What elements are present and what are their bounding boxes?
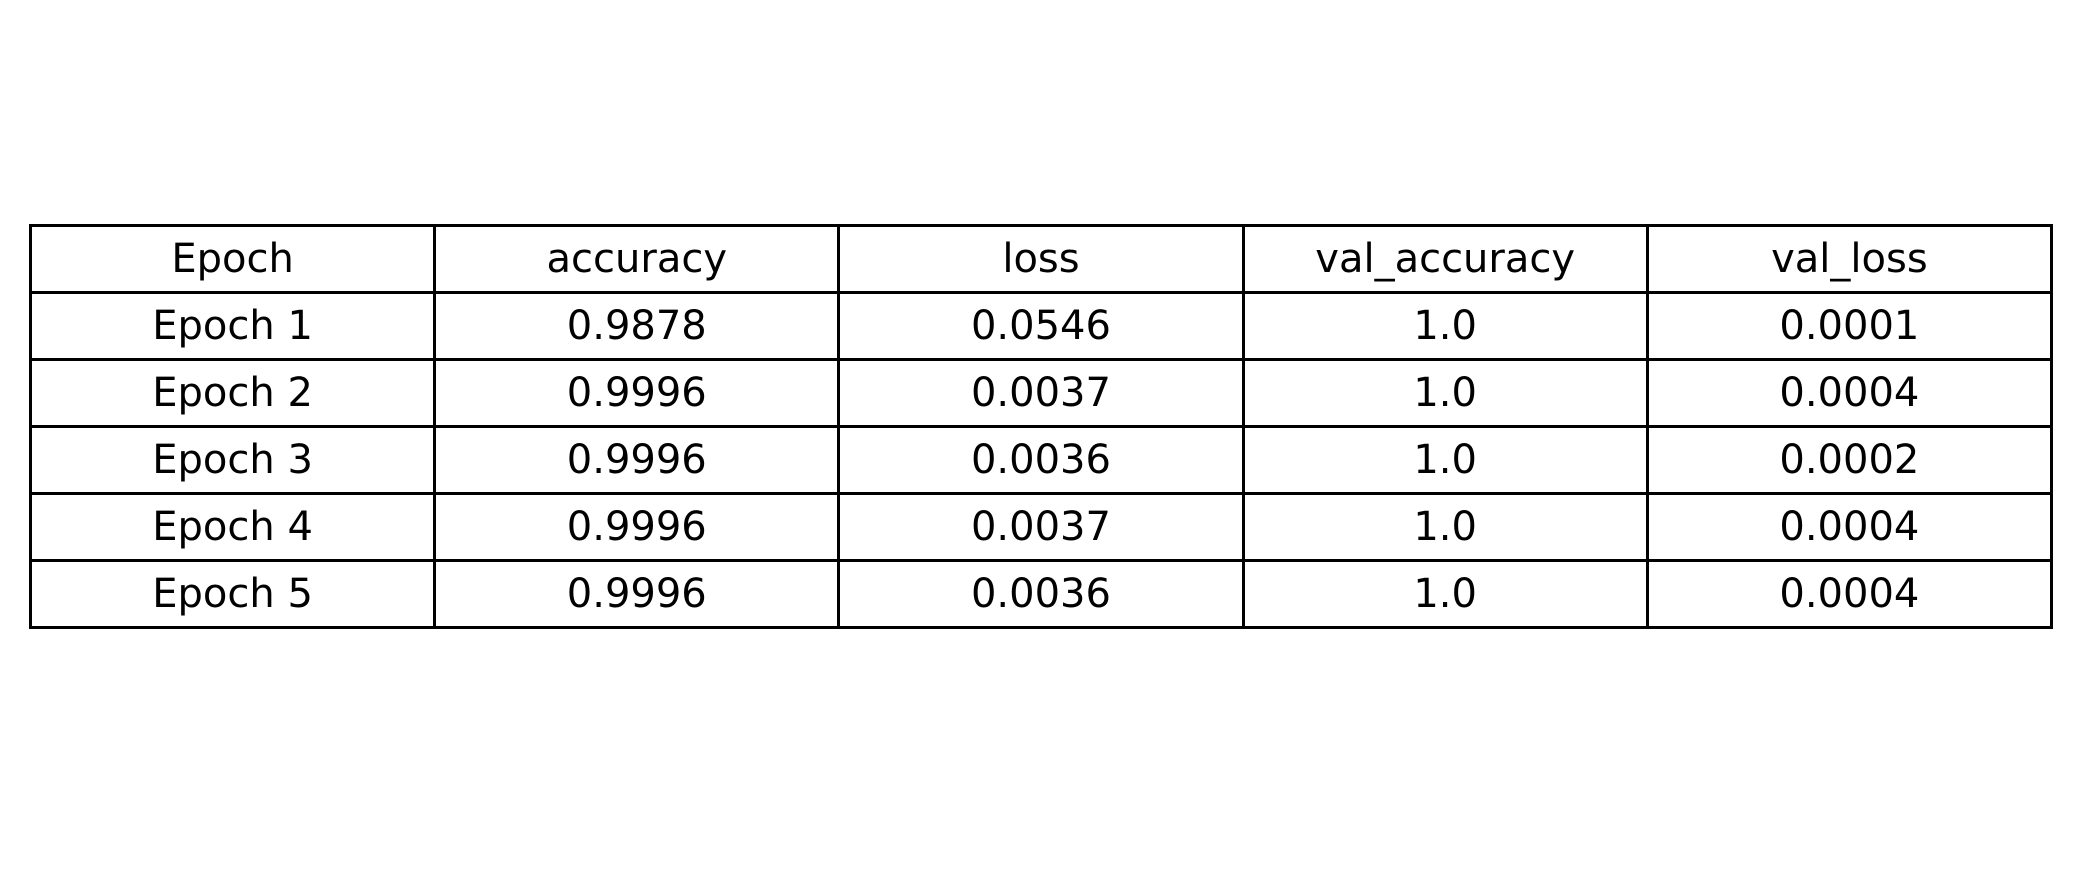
cell-val-accuracy: 1.0: [1241, 559, 1649, 629]
cell-loss: 0.0546: [837, 291, 1245, 361]
cell-val-accuracy: 1.0: [1241, 425, 1649, 495]
cell-accuracy: 0.9996: [433, 492, 841, 562]
header-cell-epoch: Epoch: [28, 224, 437, 294]
header-cell-val-loss: val_loss: [1645, 224, 2054, 294]
cell-accuracy: 0.9996: [433, 358, 841, 428]
cell-val-accuracy: 1.0: [1241, 358, 1649, 428]
cell-val-loss: 0.0001: [1645, 291, 2054, 361]
cell-loss: 0.0037: [837, 358, 1245, 428]
cell-accuracy: 0.9996: [433, 425, 841, 495]
cell-accuracy: 0.9878: [433, 291, 841, 361]
table-row: Epoch 2 0.9996 0.0037 1.0 0.0004: [28, 358, 2054, 428]
cell-epoch: Epoch 1: [28, 291, 437, 361]
cell-val-loss: 0.0004: [1645, 492, 2054, 562]
table-body: Epoch 1 0.9878 0.0546 1.0 0.0001 Epoch 2…: [28, 291, 2054, 629]
table-header: Epoch accuracy loss val_accuracy val_los…: [28, 224, 2054, 294]
cell-epoch: Epoch 2: [28, 358, 437, 428]
table-row: Epoch 4 0.9996 0.0037 1.0 0.0004: [28, 492, 2054, 562]
header-cell-val-accuracy: val_accuracy: [1241, 224, 1649, 294]
table-row: Epoch 5 0.9996 0.0036 1.0 0.0004: [28, 559, 2054, 629]
cell-epoch: Epoch 3: [28, 425, 437, 495]
cell-val-loss: 0.0004: [1645, 358, 2054, 428]
cell-val-loss: 0.0004: [1645, 559, 2054, 629]
header-cell-accuracy: accuracy: [433, 224, 841, 294]
cell-loss: 0.0036: [837, 425, 1245, 495]
cell-val-accuracy: 1.0: [1241, 291, 1649, 361]
cell-val-loss: 0.0002: [1645, 425, 2054, 495]
results-table: Epoch accuracy loss val_accuracy val_los…: [28, 224, 2054, 629]
cell-val-accuracy: 1.0: [1241, 492, 1649, 562]
cell-loss: 0.0036: [837, 559, 1245, 629]
header-cell-loss: loss: [837, 224, 1245, 294]
cell-accuracy: 0.9996: [433, 559, 841, 629]
cell-loss: 0.0037: [837, 492, 1245, 562]
header-row: Epoch accuracy loss val_accuracy val_los…: [28, 224, 2054, 294]
cell-epoch: Epoch 5: [28, 559, 437, 629]
cell-epoch: Epoch 4: [28, 492, 437, 562]
table-row: Epoch 3 0.9996 0.0036 1.0 0.0002: [28, 425, 2054, 495]
table-row: Epoch 1 0.9878 0.0546 1.0 0.0001: [28, 291, 2054, 361]
